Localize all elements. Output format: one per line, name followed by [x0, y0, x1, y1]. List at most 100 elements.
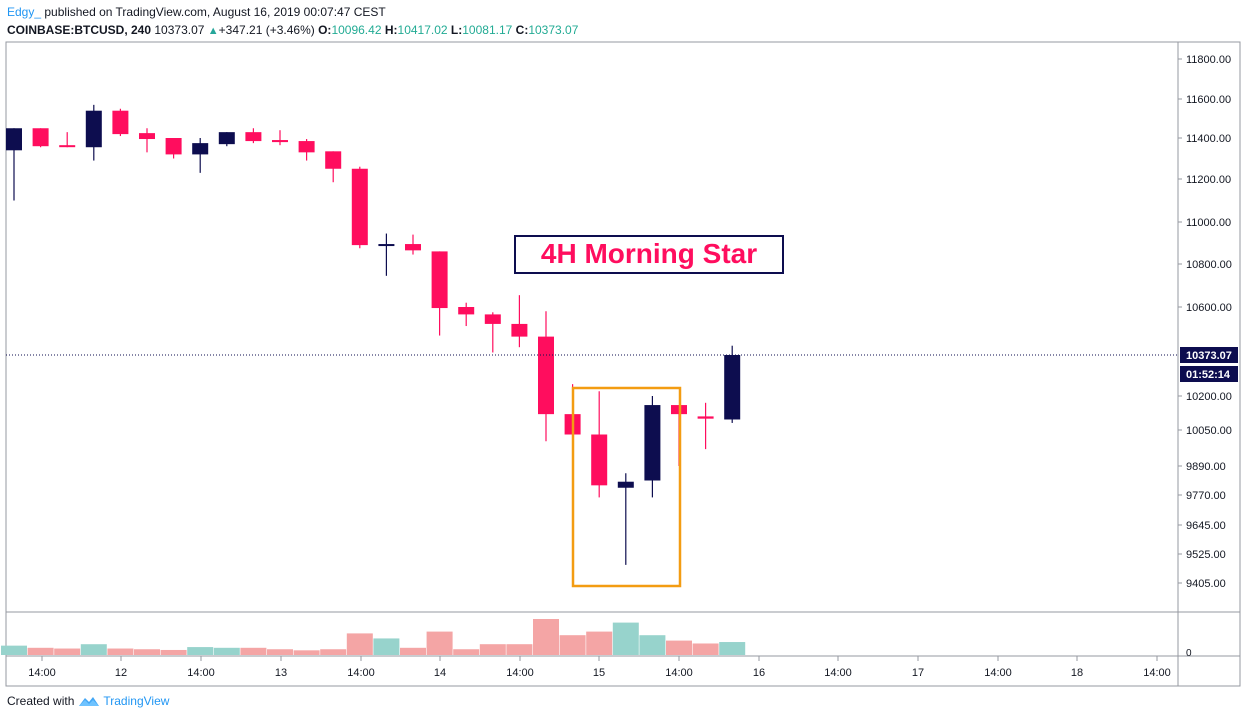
- high-value: 10417.02: [397, 23, 448, 37]
- candle-body: [139, 133, 155, 140]
- time-tick-label: 14:00: [824, 667, 852, 679]
- symbol-name[interactable]: COINBASE:BTCUSD, 240: [7, 23, 152, 37]
- candle-body: [644, 405, 661, 481]
- volume-bar: [373, 638, 400, 655]
- volume-bar: [107, 648, 134, 655]
- volume-axis-label: 0: [1186, 648, 1192, 659]
- volume-bar: [240, 647, 267, 655]
- time-tick-label: 14:00: [347, 667, 375, 679]
- candle-body: [165, 138, 182, 155]
- candle-body: [617, 481, 634, 488]
- footer: Created with TradingView: [7, 694, 169, 708]
- candle-body: [378, 244, 395, 247]
- author-link[interactable]: Edgy_: [7, 5, 42, 19]
- volume-bar: [267, 649, 293, 655]
- volume-bar: [134, 649, 160, 655]
- low-value: 10081.17: [462, 23, 513, 37]
- candle-body: [32, 128, 49, 147]
- price-tick-label: 10800.00: [1186, 259, 1232, 271]
- candle-body: [484, 314, 501, 324]
- candle-body: [59, 145, 76, 148]
- volume-bar: [1, 645, 27, 655]
- publish-info: Edgy_ published on TradingView.com, Augu…: [7, 5, 386, 19]
- candle-body: [192, 143, 209, 155]
- time-tick-label: 16: [753, 667, 765, 679]
- open-value: 10096.42: [331, 23, 382, 37]
- published-text: published on TradingView.com, August 16,…: [44, 5, 386, 19]
- open-label: O:: [318, 23, 332, 37]
- volume-bar: [612, 622, 639, 655]
- high-label: H:: [384, 23, 398, 37]
- candle-body: [245, 132, 262, 142]
- chart-frame: [5, 41, 1241, 687]
- candle-body: [298, 141, 315, 153]
- tradingview-brand-link[interactable]: TradingView: [103, 694, 170, 708]
- candle-body: [511, 323, 528, 337]
- time-tick-label: 14:00: [665, 667, 693, 679]
- last-price-tag-text: 10373.07: [1186, 350, 1232, 362]
- price-tick-label: 10200.00: [1186, 391, 1232, 403]
- volume-bar: [293, 650, 320, 655]
- time-tick-label: 18: [1071, 667, 1083, 679]
- time-axis[interactable]: 14:00 12 14:00 13 14:00 14 14:00 15 14:00 16 14:00…: [28, 656, 1171, 679]
- volume-bar: [426, 631, 453, 655]
- annotation-box: [514, 235, 784, 274]
- candles: [6, 104, 741, 565]
- volume-bar: [213, 647, 240, 655]
- candle-body: [272, 140, 288, 143]
- volume-bar: [80, 644, 107, 655]
- volume-bar: [187, 647, 214, 655]
- up-triangle-icon: ▲: [207, 25, 219, 37]
- candle-body: [538, 336, 554, 415]
- candle-body: [724, 355, 741, 420]
- volume-bar: [506, 644, 533, 655]
- price-tick-label: 11200.00: [1186, 174, 1231, 186]
- candle-body: [458, 307, 475, 315]
- volume-bar: [639, 635, 666, 655]
- close-value: 10373.07: [528, 23, 579, 37]
- volume-bar: [27, 647, 54, 655]
- volume-bar: [479, 644, 506, 655]
- volume-bar: [160, 649, 187, 655]
- candle-body: [85, 110, 102, 148]
- volume-bar: [666, 640, 692, 655]
- symbol-legend: COINBASE:BTCUSD, 240 10373.07 ▲+347.21 (…: [7, 23, 578, 37]
- price-tick-label: 11400.00: [1186, 133, 1231, 145]
- price-tick-label: 9890.00: [1186, 461, 1226, 473]
- volume-bar: [400, 647, 426, 655]
- candle-body: [6, 128, 22, 151]
- close-label: C:: [515, 23, 529, 37]
- candle-body: [351, 168, 368, 246]
- volume-bar: [54, 648, 81, 655]
- time-tick-label: 14:00: [28, 667, 56, 679]
- price-tick-label: 11000.00: [1186, 217, 1231, 229]
- volume-bar: [320, 649, 347, 655]
- price-tick-label: 9405.00: [1186, 578, 1226, 590]
- candle-body: [431, 251, 448, 309]
- price-tick-label: 9525.00: [1186, 549, 1226, 561]
- candle-body: [697, 416, 714, 419]
- candle-body: [405, 244, 421, 251]
- volume-bar: [346, 633, 373, 655]
- time-tick-label: 17: [912, 667, 924, 679]
- annotation-text: 4H Morning Star: [541, 238, 757, 269]
- volume-bar: [559, 635, 586, 655]
- price-tick-label: 10050.00: [1186, 425, 1232, 437]
- candle-body: [112, 110, 129, 135]
- price-axis[interactable]: 11800.00 11600.00 11400.00 11200.00 11000.00…: [1178, 54, 1238, 659]
- price-tick-label: 10600.00: [1186, 302, 1232, 314]
- time-tick-label: 12: [115, 667, 127, 679]
- time-tick-label: 14:00: [506, 667, 534, 679]
- volume-pane: [1, 619, 746, 655]
- time-tick-label: 13: [275, 667, 287, 679]
- volume-bar: [719, 642, 746, 655]
- volume-bar: [533, 619, 559, 655]
- countdown-tag-text: 01:52:14: [1186, 369, 1231, 381]
- candle-body: [591, 434, 608, 486]
- morning-star-highlight-box: [571, 386, 682, 588]
- price-tick-label: 9770.00: [1186, 490, 1226, 502]
- time-tick-label: 14:00: [984, 667, 1012, 679]
- candle-body: [325, 151, 342, 169]
- time-tick-label: 14:00: [187, 667, 215, 679]
